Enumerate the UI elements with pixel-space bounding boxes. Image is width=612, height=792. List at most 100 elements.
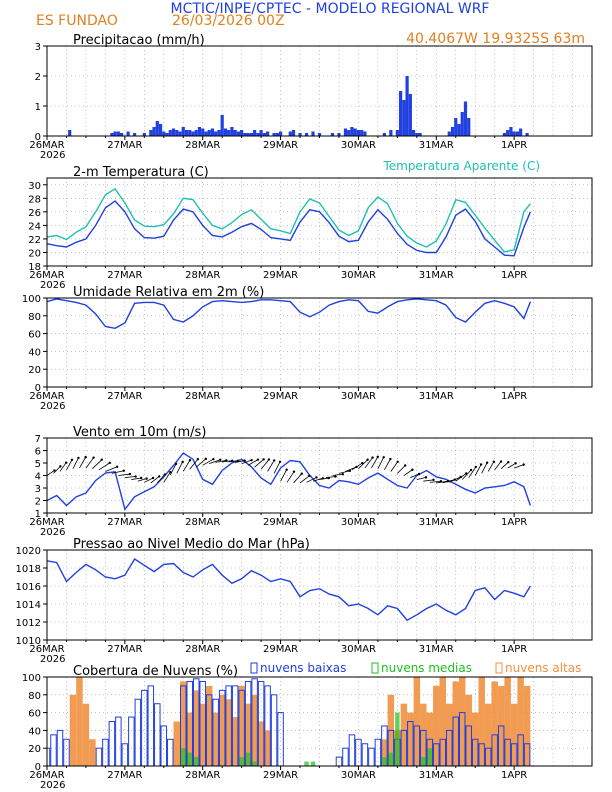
y-tick-label: 1016	[16, 582, 41, 593]
wind-arrow-head	[92, 456, 95, 459]
precip-bar	[194, 130, 198, 136]
precip-bar	[288, 131, 292, 136]
precip-bar	[457, 124, 461, 136]
precip-bar	[171, 128, 176, 136]
precip-bar	[214, 131, 218, 136]
wind-arrow-head	[212, 457, 215, 461]
wind-arrow-head	[382, 456, 385, 459]
precip-bar	[253, 130, 257, 136]
cloud-bar-high	[452, 681, 459, 766]
wind-arrow-head	[219, 458, 222, 462]
precip-bar	[227, 130, 231, 136]
wind-arrow	[222, 460, 233, 463]
precip-bar	[113, 131, 117, 136]
wind-arrow	[429, 480, 441, 483]
wind-arrow-head	[53, 469, 56, 472]
cloud-bar-high	[218, 694, 226, 766]
wind-arrow-head	[278, 460, 282, 463]
wind-arrow	[215, 460, 227, 463]
precip-bar	[360, 130, 364, 136]
wind-arrow-head	[204, 457, 208, 461]
panel-temp: 18 20 22 24 26 28 30 26MAR 27MAR 28MAR 29MAR 30MAR 3…	[28, 159, 593, 291]
run-label: 26/03/2026 00Z	[172, 13, 285, 29]
precip-bar	[395, 130, 399, 136]
wind-arrow-head	[70, 458, 74, 461]
precip-bar	[162, 131, 166, 136]
x-tick-label: 29MAR	[263, 391, 298, 402]
precip-bar	[317, 133, 322, 136]
precip-bar	[155, 121, 159, 136]
x-tick-label: 28MAR	[185, 391, 220, 402]
cloud-bar-high	[420, 703, 427, 766]
x-tick-label: 27MAR	[107, 270, 142, 281]
wind-arrow	[124, 476, 136, 479]
x-tick-label: 29MAR	[263, 270, 298, 281]
cloud-bar-high	[82, 703, 90, 766]
wind-arrow-head	[243, 459, 246, 462]
wind-arrow	[371, 456, 379, 469]
wind-arrow-head	[163, 473, 167, 476]
cloud-bar-high	[517, 677, 524, 766]
wind-arrow	[137, 478, 147, 482]
precip-bar	[460, 112, 464, 136]
wind-arrow	[364, 457, 373, 469]
cloud-bar-high	[89, 739, 96, 766]
wind-arrow-head	[485, 461, 489, 464]
precip-bar	[350, 127, 354, 136]
wind-arrow	[85, 457, 94, 469]
wind-arrow-head	[514, 462, 517, 465]
precip-bar	[454, 118, 458, 136]
cloud-bar-low	[244, 680, 252, 766]
wind-arrow	[163, 471, 171, 483]
y-tick-label: 20	[28, 248, 41, 259]
panel-wind: 12 34 56 7 26MAR 27MAR 28MAR 29MAR 30MAR 31MAR 1AP…	[29, 425, 593, 538]
precip-bar	[110, 133, 114, 136]
precip-bar	[512, 131, 516, 136]
data-temp	[47, 187, 532, 257]
precip-bar	[191, 131, 195, 136]
precip-bar	[278, 131, 283, 136]
cloud-bar-mid	[382, 757, 387, 766]
series-blue	[47, 200, 532, 257]
y-tick-label: 100	[22, 673, 41, 684]
x-tick-label: 26MAR	[29, 770, 64, 781]
wind-arrow-head	[366, 458, 369, 461]
data-precip	[68, 76, 529, 136]
precip-bar	[158, 124, 163, 136]
wind-arrow-head	[128, 472, 132, 476]
y-tick-label: 2	[35, 72, 41, 83]
wind-arrow	[260, 459, 270, 470]
cloud-bar-low	[115, 716, 122, 766]
y-tick-label: 60	[28, 709, 41, 720]
x-year-label: 2026	[40, 280, 65, 291]
wind-arrow-head	[411, 468, 414, 471]
cloud-bar-high	[244, 703, 252, 766]
precip-bar	[389, 130, 393, 136]
y-tick-label: 2	[35, 497, 41, 508]
y-tick-label: 1020	[16, 546, 41, 557]
cloud-bar-low	[446, 729, 453, 766]
cloud-bar-high	[257, 721, 265, 766]
series-blue	[47, 452, 532, 511]
wind-arrow	[423, 479, 434, 482]
wind-arrow	[319, 477, 329, 480]
y-tick-label: 0	[35, 383, 41, 394]
legend-label: nuvens medias	[381, 661, 472, 675]
cloud-bar-high	[446, 703, 453, 766]
wind-arrow-head	[158, 475, 161, 478]
cloud-bar-low	[497, 725, 505, 766]
wind-arrow	[79, 456, 86, 469]
x-year-label: 2026	[40, 150, 65, 161]
precip-bar	[233, 130, 237, 136]
wind-arrow-head	[100, 458, 103, 461]
wind-arrow-head	[499, 460, 503, 463]
cloud-bar-high	[400, 703, 408, 766]
x-tick-label: 31MAR	[419, 391, 454, 402]
wind-arrow-head	[196, 457, 200, 461]
precip-bar	[259, 130, 263, 136]
wind-arrow-head	[334, 475, 337, 478]
precip-bar	[230, 127, 234, 136]
x-tick-label: 30MAR	[341, 391, 376, 402]
x-tick-label: 29MAR	[263, 140, 298, 151]
panel-title: Precipitacao (mm/h)	[73, 33, 205, 48]
